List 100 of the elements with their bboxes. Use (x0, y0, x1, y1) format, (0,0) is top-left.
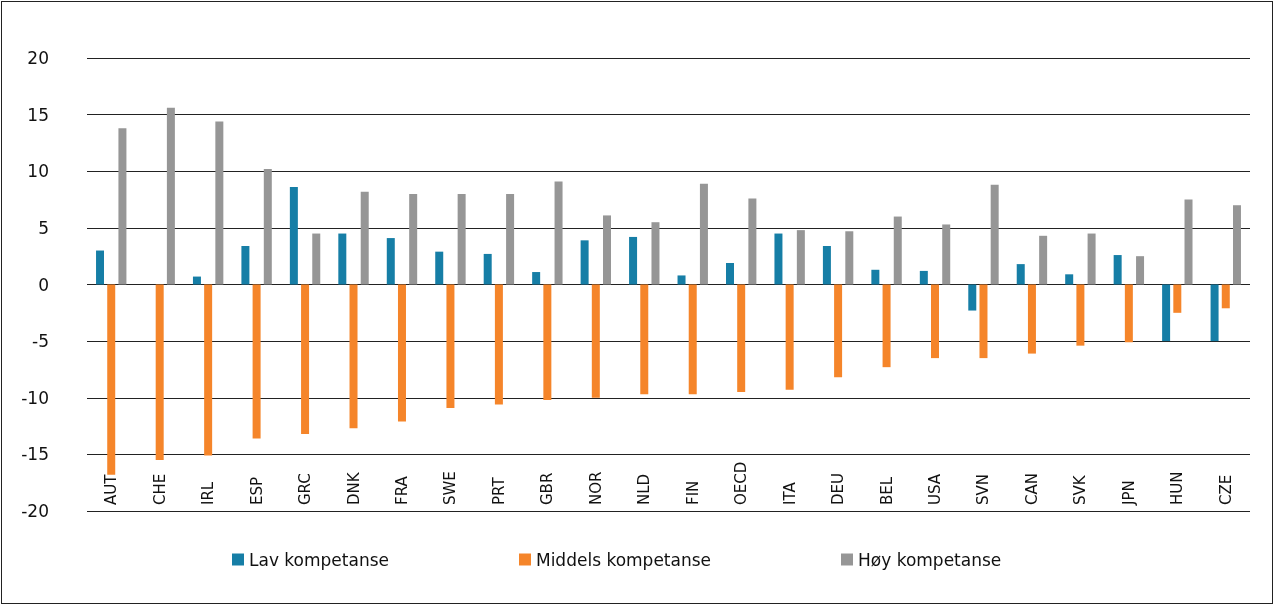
bar (1136, 256, 1145, 285)
x-tick-label: GBR (538, 472, 557, 505)
bar (1087, 233, 1096, 285)
bar (204, 284, 213, 456)
x-tick-label: IRL (199, 481, 218, 505)
x-tick-label: DEU (829, 472, 848, 505)
bar (1162, 284, 1171, 342)
y-tick-label: 0 (38, 274, 49, 295)
bar (483, 253, 492, 285)
bar (1221, 284, 1230, 309)
bar (725, 262, 734, 285)
bar (822, 246, 831, 285)
bar (774, 233, 783, 285)
x-tick-label: USA (926, 473, 945, 505)
y-tick-label: 20 (27, 48, 49, 68)
bar (968, 284, 977, 311)
x-tick-label: SVK (1071, 474, 1090, 505)
bar (688, 284, 697, 395)
bar (215, 121, 224, 285)
x-tick-label: GRC (296, 473, 315, 505)
bar (942, 224, 951, 285)
bar (737, 284, 746, 393)
bar (386, 238, 395, 285)
bar (96, 250, 105, 285)
bar (301, 284, 310, 434)
bar (543, 284, 552, 401)
x-tick-label: CAN (1022, 473, 1041, 505)
bar (494, 284, 503, 405)
x-tick-label: FRA (392, 475, 411, 505)
y-tick-label: 15 (27, 104, 49, 125)
bar (699, 183, 708, 285)
bar (360, 191, 369, 285)
legend-label: Lav kompetanse (249, 549, 389, 570)
bar (640, 284, 649, 395)
bar (192, 276, 201, 285)
bar (263, 168, 272, 285)
y-tick-label: -10 (21, 387, 49, 408)
bar (166, 107, 175, 285)
x-tick-label: DNK (344, 471, 363, 505)
x-tick-label: ITA (780, 481, 799, 505)
bar (532, 272, 541, 285)
x-tick-label: AUT (102, 473, 121, 505)
bar (435, 251, 444, 285)
bar (1113, 255, 1122, 285)
y-tick-label: 5 (38, 217, 49, 238)
bar (252, 284, 261, 439)
x-tick-label: ESP (247, 476, 266, 505)
bar (155, 284, 164, 461)
bar (871, 269, 880, 285)
x-tick-label: PRT (489, 476, 508, 505)
x-tick-label: FIN (683, 480, 702, 505)
bar (629, 236, 638, 285)
x-tick-label: HUN (1168, 471, 1187, 505)
bar (349, 284, 358, 429)
bar (446, 284, 455, 408)
x-tick-label: SWE (441, 471, 460, 505)
bar (1027, 284, 1036, 354)
bar (1124, 284, 1133, 343)
x-tick-label: CZE (1216, 474, 1235, 505)
bar (603, 215, 612, 285)
bar (409, 193, 418, 285)
legend-label: Middels kompetanse (535, 549, 712, 570)
bar (845, 231, 854, 285)
bar (979, 284, 988, 359)
x-tick-label: JPN (1119, 480, 1138, 506)
bar (289, 187, 298, 285)
bar (785, 284, 794, 390)
bar (554, 181, 563, 285)
y-tick-label: 10 (27, 161, 49, 182)
bar (834, 284, 843, 378)
bar (748, 198, 757, 285)
bar (118, 128, 127, 285)
x-tick-label: SVN (974, 473, 993, 505)
bar (882, 284, 891, 368)
bar (1065, 274, 1074, 285)
y-tick-label: -5 (32, 331, 49, 352)
bar (591, 284, 600, 398)
bar (338, 233, 347, 285)
bar (1232, 205, 1241, 285)
bar (241, 246, 250, 285)
bar (107, 284, 116, 475)
bar (1076, 284, 1085, 346)
bar (312, 233, 321, 285)
bar (796, 230, 805, 285)
bar (931, 284, 940, 359)
x-tick-label: OECD (732, 461, 751, 505)
bar (1210, 284, 1219, 342)
bar (397, 284, 406, 422)
bar (990, 184, 999, 285)
bar (1016, 264, 1025, 285)
bar (457, 193, 466, 285)
bar (893, 216, 902, 285)
legend-label: Høy kompetanse (858, 549, 1002, 570)
bar (1184, 199, 1193, 285)
bar (919, 270, 928, 285)
y-tick-label: -20 (21, 501, 49, 521)
bar (506, 193, 515, 285)
y-tick-label: -15 (21, 444, 49, 465)
bar (1173, 284, 1182, 313)
bar (1039, 235, 1048, 285)
